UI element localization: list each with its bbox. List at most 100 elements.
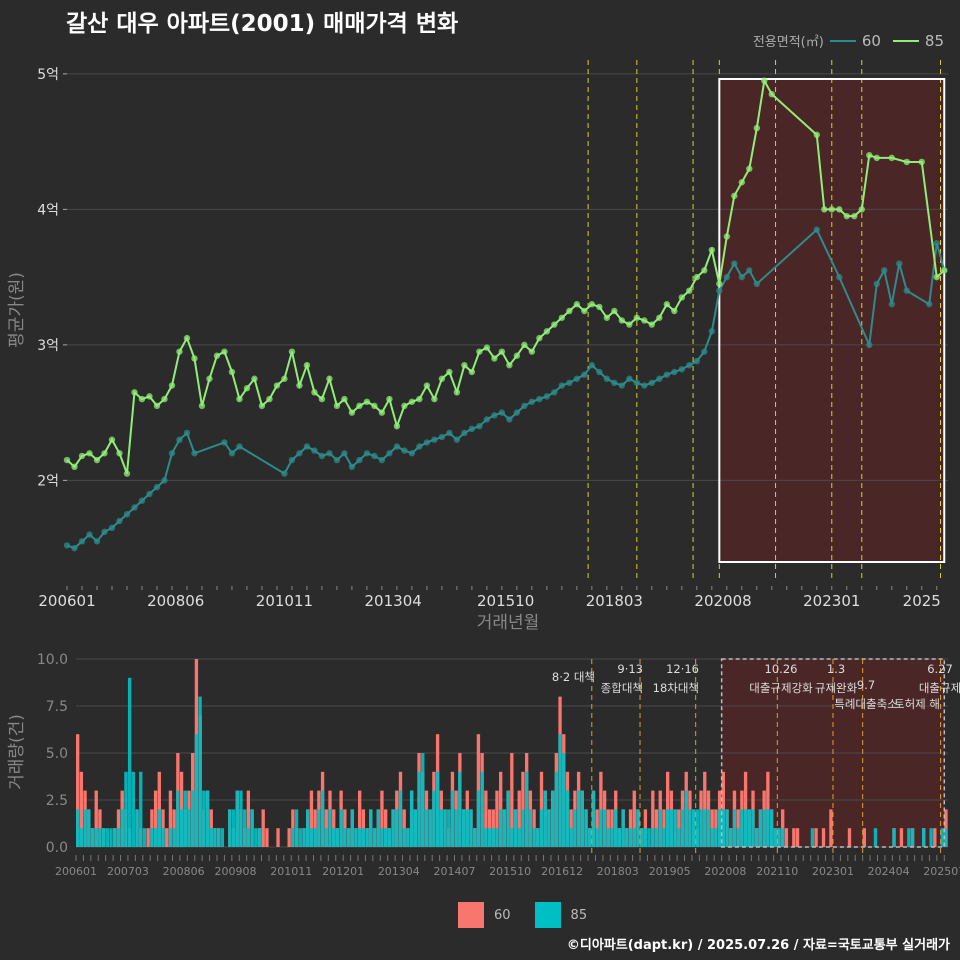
bar-x-tick-label: 201011 — [270, 865, 312, 878]
point-60 — [183, 429, 191, 437]
bar-85 — [762, 809, 766, 847]
bar-85 — [665, 809, 670, 847]
bar-85 — [350, 809, 354, 847]
bar-85 — [595, 828, 599, 847]
point-60 — [506, 416, 513, 423]
point-60 — [476, 422, 483, 430]
bar-x-tick-label: 201407 — [433, 865, 475, 878]
bar-85 — [79, 828, 84, 847]
bar-85 — [710, 828, 714, 847]
bar-85 — [654, 828, 659, 847]
bar-85 — [521, 809, 525, 847]
bar-85 — [202, 790, 206, 847]
bar-60 — [510, 753, 514, 847]
bar-85 — [298, 828, 302, 847]
point-85 — [386, 395, 393, 403]
point-85 — [693, 273, 701, 281]
point-60 — [138, 497, 146, 504]
bar-85 — [294, 809, 299, 847]
bar-85 — [113, 828, 117, 847]
bar-85 — [313, 828, 317, 847]
legend-label-60: 60 — [861, 31, 881, 50]
bar-85 — [647, 828, 651, 847]
point-60 — [168, 450, 176, 457]
bar-85 — [101, 828, 106, 847]
bar-85 — [769, 809, 774, 847]
point-85 — [206, 375, 213, 382]
bar-85 — [621, 809, 625, 847]
point-60 — [416, 443, 423, 450]
point-85 — [581, 307, 588, 315]
point-60 — [393, 443, 401, 450]
bar-85 — [413, 809, 418, 847]
bar-85 — [239, 790, 243, 847]
bar-85 — [465, 809, 469, 847]
x-tick-label: 201011 — [256, 592, 313, 610]
bar-60 — [517, 790, 521, 847]
point-85 — [296, 382, 303, 389]
point-60 — [146, 490, 153, 498]
x-tick-label: 202301 — [803, 592, 860, 610]
point-85 — [303, 362, 311, 369]
bar-60 — [814, 828, 818, 847]
bar-85 — [421, 753, 425, 847]
point-85 — [438, 375, 446, 382]
point-60 — [723, 273, 731, 281]
bar-60 — [265, 828, 269, 847]
point-85 — [326, 375, 333, 382]
point-85 — [341, 395, 348, 403]
point-60 — [641, 382, 648, 389]
bar-85 — [651, 828, 655, 847]
bar-85 — [499, 809, 503, 847]
point-60 — [296, 450, 303, 457]
point-85 — [311, 389, 318, 396]
point-85 — [131, 389, 138, 396]
point-60 — [686, 362, 693, 369]
bar-85 — [517, 828, 521, 847]
bar-85 — [539, 809, 544, 847]
point-85 — [221, 348, 228, 355]
bar-85 — [150, 828, 154, 847]
point-85 — [633, 314, 641, 321]
point-85 — [288, 348, 296, 355]
point-60 — [536, 395, 543, 403]
bar-85 — [636, 809, 640, 847]
bar-85 — [242, 809, 247, 847]
y-tick-label: 3억 — [37, 338, 59, 354]
bar-85 — [383, 828, 388, 847]
point-85 — [198, 402, 206, 410]
point-60 — [131, 504, 138, 511]
point-85 — [153, 402, 161, 410]
point-85 — [903, 158, 910, 166]
bar-85 — [424, 809, 429, 847]
point-60 — [888, 301, 895, 308]
point-85 — [93, 456, 101, 464]
bar-60 — [821, 828, 826, 847]
point-85 — [168, 382, 176, 389]
point-60 — [648, 379, 656, 387]
policy-label-line1: 12·16 — [666, 662, 699, 676]
point-60 — [528, 398, 536, 405]
bar-x-tick-label: 202008 — [704, 865, 746, 878]
bar-85 — [506, 790, 510, 847]
point-85 — [71, 463, 78, 471]
bar-y-axis-title: 거래량(건) — [7, 714, 27, 790]
legend-box-60 — [458, 902, 484, 928]
point-85 — [558, 314, 566, 321]
bar-60 — [94, 790, 98, 847]
point-85 — [716, 280, 723, 288]
bar-x-tick-label: 201201 — [322, 865, 364, 878]
policy-label-line2: 규제완화 — [815, 681, 858, 695]
bar-85 — [402, 828, 406, 847]
bar-60 — [847, 828, 852, 847]
bar-85 — [406, 828, 410, 847]
point-85 — [611, 307, 618, 315]
point-85 — [371, 402, 378, 410]
point-85 — [491, 355, 498, 362]
point-60 — [408, 450, 416, 457]
point-85 — [183, 334, 191, 342]
point-85 — [731, 192, 738, 200]
point-60 — [356, 456, 363, 464]
bar-85 — [573, 809, 577, 847]
bar-85 — [922, 828, 926, 847]
